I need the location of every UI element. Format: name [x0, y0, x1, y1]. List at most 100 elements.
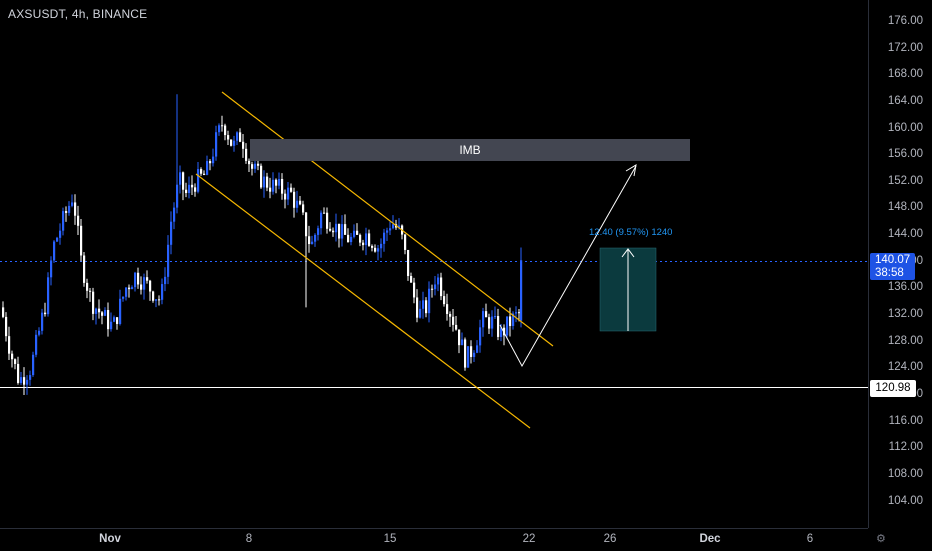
candle-body — [209, 161, 212, 164]
candle-body — [5, 316, 8, 337]
channel-lower-line[interactable] — [195, 173, 531, 429]
candle-body — [455, 324, 458, 330]
chart-pane[interactable]: AXSUSDT, 4h, BINANCE IMB 12.40 (9.57%) 1… — [0, 0, 868, 528]
time-tick: 22 — [522, 533, 536, 545]
candle-body — [80, 225, 83, 256]
projection-arrow-head — [625, 164, 637, 177]
candle-body — [452, 316, 455, 325]
candle-body — [422, 300, 425, 309]
candle-body — [272, 179, 275, 192]
candle-body — [125, 287, 128, 297]
candle-body — [482, 311, 485, 328]
candle-body — [512, 313, 515, 326]
candle-body — [89, 290, 92, 292]
candle-body — [266, 176, 269, 188]
candle-body — [254, 163, 257, 169]
candle-body — [146, 277, 149, 281]
channel-upper-line[interactable] — [221, 91, 554, 347]
candle-body — [419, 308, 422, 318]
candle-body — [65, 211, 68, 213]
candle-body — [488, 317, 491, 329]
candle-body — [251, 164, 254, 169]
candle-body — [359, 234, 362, 243]
candle-body — [293, 191, 296, 208]
candle-body — [338, 223, 341, 239]
candle-body — [389, 228, 392, 231]
candle-body — [68, 205, 71, 213]
candle-body — [149, 280, 152, 292]
candle-body — [116, 317, 119, 324]
time-tick: 15 — [383, 533, 397, 545]
candle-body — [245, 148, 248, 161]
candle-body — [119, 298, 122, 324]
time-tick: 6 — [806, 533, 814, 545]
candle-body — [407, 249, 410, 277]
candle-body — [479, 327, 482, 346]
price-tick: 108.00 — [887, 467, 923, 480]
candle-body — [329, 228, 332, 231]
candle-body — [44, 312, 47, 315]
candle-body — [323, 212, 326, 214]
candle-body — [215, 132, 218, 157]
candle-body — [494, 316, 497, 318]
candle-body — [143, 277, 146, 290]
candle-body — [107, 310, 110, 330]
candle-body — [104, 310, 107, 316]
candle-body — [98, 308, 101, 313]
candle-body — [476, 345, 479, 353]
candle-body — [440, 277, 443, 297]
candle-body — [263, 176, 266, 188]
candle-body — [56, 237, 59, 242]
imb-zone-label[interactable]: IMB — [250, 139, 690, 161]
candle-body — [173, 207, 176, 222]
candle-body — [212, 156, 215, 164]
candle-body — [167, 244, 170, 277]
candle-body — [95, 308, 98, 314]
candle-body — [131, 287, 134, 290]
projection-path[interactable] — [499, 165, 637, 368]
candle-body — [428, 288, 431, 314]
candle-body — [464, 339, 467, 368]
candle-body — [197, 169, 200, 192]
candle-body — [53, 241, 56, 261]
candle-body — [206, 161, 209, 175]
candle-body — [134, 272, 137, 288]
candle-body — [257, 163, 260, 166]
candle-body — [326, 212, 329, 229]
candle-body — [311, 241, 314, 245]
candle-body — [77, 215, 80, 226]
price-tick: 136.00 — [887, 281, 923, 294]
candle-body — [278, 178, 281, 186]
candle-body — [392, 224, 395, 229]
candle-body — [335, 223, 338, 233]
symbol-title[interactable]: AXSUSDT, 4h, BINANCE — [8, 7, 148, 21]
candle-body — [239, 132, 242, 142]
price-axis[interactable]: 176.00 172.00 168.00 164.00 160.00 156.00 152.… — [868, 0, 932, 528]
price-tick: 164.00 — [887, 94, 923, 107]
candle-body — [347, 234, 350, 243]
candle-body — [161, 284, 164, 300]
candle-body — [485, 311, 488, 318]
candle-body — [350, 236, 353, 243]
candle-body — [38, 330, 41, 335]
price-tick: 160.00 — [887, 121, 923, 134]
candle-body — [74, 202, 77, 216]
candle-body — [503, 327, 506, 336]
candle-body — [137, 272, 140, 285]
candle-body — [83, 255, 86, 283]
chart-canvas[interactable] — [0, 0, 868, 528]
candle-body — [128, 287, 131, 290]
chart-settings-icon[interactable]: ⚙ — [876, 533, 886, 545]
price-tick: 112.00 — [888, 441, 923, 454]
candle-body — [398, 225, 401, 228]
candle-body — [332, 230, 335, 233]
time-axis[interactable]: Nov 8 15 22 26 Dec 6 — [0, 528, 868, 551]
measure-label: 12.40 (9.57%) 1240 — [589, 227, 673, 238]
candle-body — [497, 316, 500, 337]
candle-body — [269, 187, 272, 192]
price-tick: 148.00 — [887, 201, 923, 214]
candle-body — [353, 230, 356, 237]
candle-body — [344, 224, 347, 235]
candle-body — [416, 297, 419, 318]
candle-body — [473, 352, 476, 357]
